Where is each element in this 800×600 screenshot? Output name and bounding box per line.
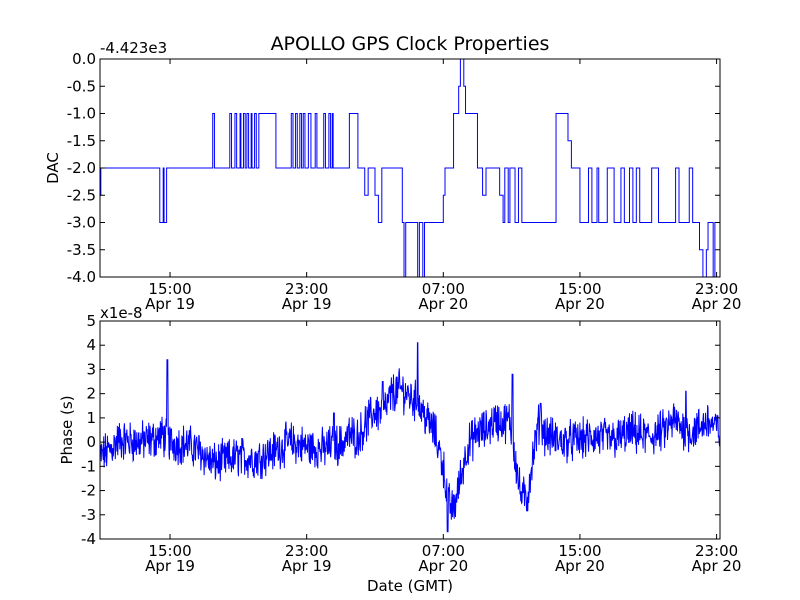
x-tick-time-label: 07:00 (422, 542, 465, 560)
x-tick-time-label: 15:00 (148, 280, 191, 298)
y-tick-label: 2 (86, 385, 96, 403)
y-tick-label: 4 (86, 336, 96, 354)
y-tick-label: 5 (86, 312, 96, 330)
x-tick-time-label: 15:00 (558, 542, 601, 560)
y-tick-label: -0.5 (67, 77, 96, 95)
x-tick-time-label: 15:00 (558, 280, 601, 298)
dac-offset-label: -4.423e3 (100, 39, 167, 57)
chart-title: APOLLO GPS Clock Properties (271, 33, 550, 55)
x-tick-time-label: 07:00 (422, 280, 465, 298)
y-tick-label: -4.0 (67, 268, 96, 286)
dac-plot-frame (99, 58, 721, 278)
x-tick-date-label: Apr 20 (555, 295, 605, 313)
dac-line (100, 58, 720, 278)
y-tick-label: 1 (86, 409, 96, 427)
x-tick-time-label: 23:00 (695, 280, 738, 298)
y-tick-label: -3.5 (67, 241, 96, 259)
x-tick-date-label: Apr 20 (418, 295, 468, 313)
y-tick-label: -3 (81, 506, 96, 524)
phase-series (99, 342, 721, 533)
x-tick-date-label: Apr 20 (555, 557, 605, 575)
y-tick-label: -2 (81, 482, 96, 500)
y-tick-label: -1 (81, 457, 96, 475)
x-tick-date-label: Apr 19 (282, 557, 332, 575)
x-tick-date-label: Apr 20 (418, 557, 468, 575)
x-tick-time-label: 15:00 (148, 542, 191, 560)
phase-plot-frame (99, 320, 721, 540)
y-tick-label: 0 (86, 433, 96, 451)
x-tick-time-label: 23:00 (285, 542, 328, 560)
phase-y-axis-label: Phase (s) (58, 395, 76, 464)
x-tick-date-label: Apr 19 (282, 295, 332, 313)
x-tick-date-label: Apr 19 (145, 557, 195, 575)
x-tick-time-label: 23:00 (285, 280, 328, 298)
dac-series (100, 58, 720, 278)
x-tick-date-label: Apr 19 (145, 295, 195, 313)
dac-axis-ticks: 0.0 -0.5 -1.0 -1.5 -2.0 -2.5 -3.0 -3.5 -4.0 15:00… (67, 50, 742, 313)
y-tick-label: 3 (86, 360, 96, 378)
y-tick-label: -1.0 (67, 105, 96, 123)
dac-subplot: -4.423e3 0.0 -0.5 -1.0 -1.5 -2.0 -2.5 -3.0 -3.5… (44, 39, 741, 313)
phase-offset-label: x1e-8 (100, 304, 143, 322)
y-tick-label: -3.0 (67, 214, 96, 232)
phase-line (99, 342, 721, 533)
y-tick-label: -2.0 (67, 159, 96, 177)
y-tick-label: 0.0 (72, 50, 96, 68)
phase-x-axis-label: Date (GMT) (367, 577, 453, 595)
x-tick-date-label: Apr 20 (692, 295, 742, 313)
y-tick-label: -2.5 (67, 186, 96, 204)
x-tick-time-label: 23:00 (695, 542, 738, 560)
dac-y-axis-label: DAC (44, 152, 62, 184)
y-tick-label: -4 (81, 530, 96, 548)
y-tick-label: -1.5 (67, 132, 96, 150)
x-tick-date-label: Apr 20 (692, 557, 742, 575)
